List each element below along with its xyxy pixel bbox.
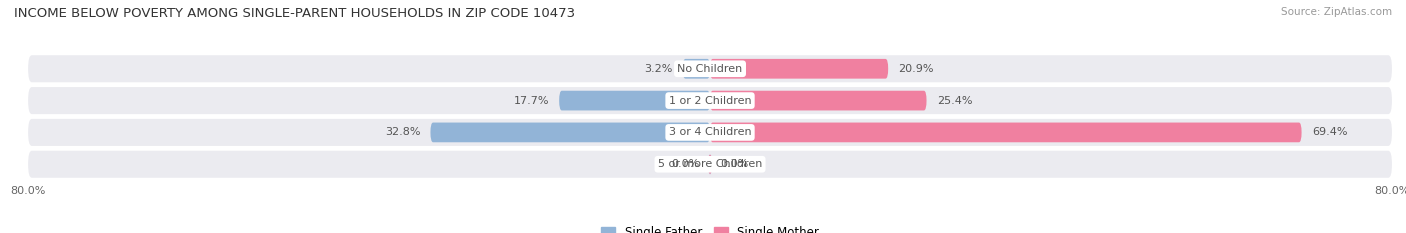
Text: 1 or 2 Children: 1 or 2 Children [669, 96, 751, 106]
FancyBboxPatch shape [560, 91, 710, 110]
Text: 69.4%: 69.4% [1312, 127, 1347, 137]
Text: INCOME BELOW POVERTY AMONG SINGLE-PARENT HOUSEHOLDS IN ZIP CODE 10473: INCOME BELOW POVERTY AMONG SINGLE-PARENT… [14, 7, 575, 20]
FancyBboxPatch shape [710, 91, 927, 110]
Text: 25.4%: 25.4% [936, 96, 973, 106]
Text: Source: ZipAtlas.com: Source: ZipAtlas.com [1281, 7, 1392, 17]
Text: 17.7%: 17.7% [513, 96, 548, 106]
FancyBboxPatch shape [683, 59, 710, 79]
FancyBboxPatch shape [28, 87, 1392, 114]
FancyBboxPatch shape [28, 151, 1392, 178]
FancyBboxPatch shape [707, 154, 713, 174]
FancyBboxPatch shape [28, 55, 1392, 82]
Text: 5 or more Children: 5 or more Children [658, 159, 762, 169]
FancyBboxPatch shape [710, 123, 1302, 142]
Text: No Children: No Children [678, 64, 742, 74]
Text: 3 or 4 Children: 3 or 4 Children [669, 127, 751, 137]
Text: 20.9%: 20.9% [898, 64, 934, 74]
Text: 0.0%: 0.0% [720, 159, 748, 169]
FancyBboxPatch shape [430, 123, 710, 142]
Legend: Single Father, Single Mother: Single Father, Single Mother [596, 221, 824, 233]
FancyBboxPatch shape [707, 154, 713, 174]
FancyBboxPatch shape [710, 59, 889, 79]
Text: 0.0%: 0.0% [672, 159, 700, 169]
FancyBboxPatch shape [28, 119, 1392, 146]
Text: 32.8%: 32.8% [385, 127, 420, 137]
Text: 3.2%: 3.2% [644, 64, 672, 74]
